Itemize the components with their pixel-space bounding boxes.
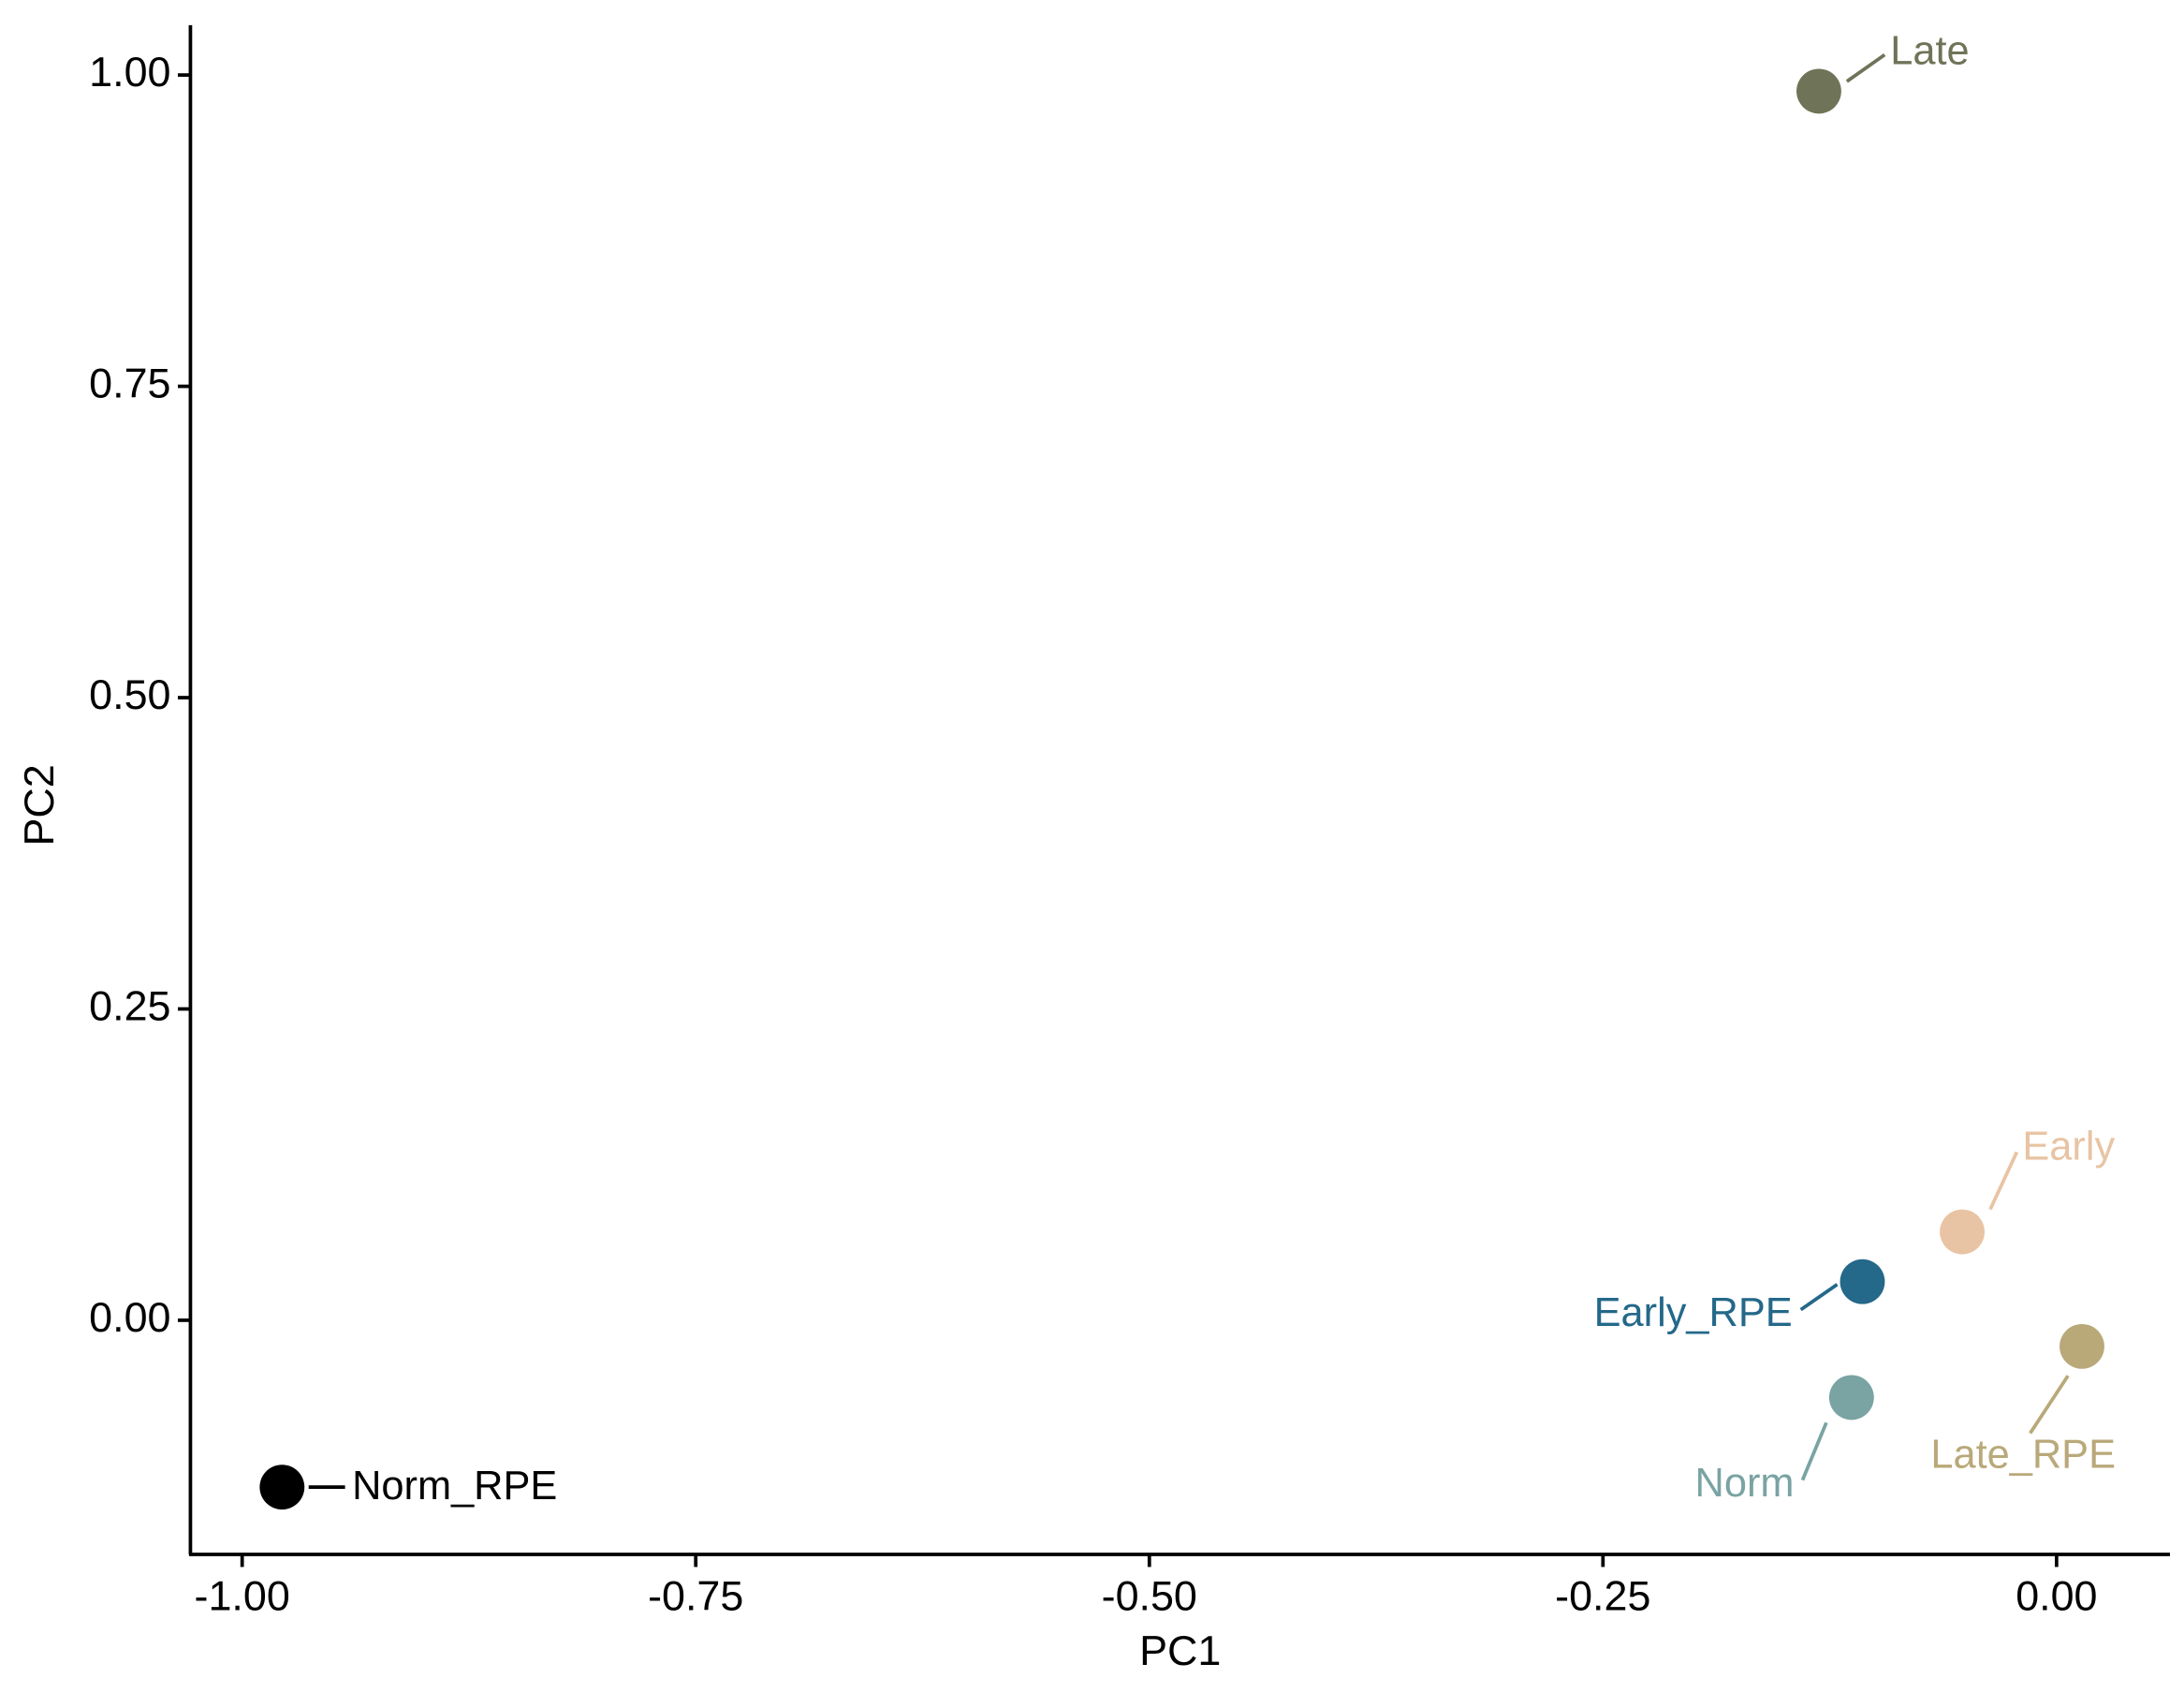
y-axis-title: PC2 [15, 764, 63, 846]
point [1840, 1259, 1885, 1304]
point [1940, 1209, 1986, 1255]
x-tick-label: 0.00 [2015, 1572, 2097, 1620]
label-leader [1799, 1283, 1839, 1312]
x-tick-label: -0.25 [1555, 1572, 1650, 1620]
y-tick-label: 0.50 [89, 670, 170, 718]
y-tick-label: 0.75 [89, 359, 170, 406]
y-tick-label: 0.00 [89, 1293, 170, 1341]
y-tick-label: 1.00 [89, 48, 170, 96]
point [259, 1465, 305, 1510]
x-tick-label: -0.50 [1102, 1572, 1197, 1620]
point [1796, 68, 1841, 114]
label-leader [1800, 1421, 1828, 1481]
label-leader [2029, 1375, 2070, 1435]
x-axis-title: PC1 [1139, 1627, 1221, 1674]
point-label: Early_RPE [1594, 1290, 1793, 1335]
point-label: Norm_RPE [352, 1464, 557, 1509]
point-label: Early [2022, 1125, 2115, 1170]
x-tick-label: -1.00 [195, 1572, 290, 1620]
point-label: Late [1890, 28, 1969, 73]
point [2059, 1323, 2104, 1369]
x-tick-label: -0.75 [648, 1572, 743, 1620]
point [1828, 1375, 1874, 1421]
label-leader [1988, 1151, 2019, 1211]
label-leader [1845, 52, 1886, 83]
point-label: Late_RPE [1930, 1432, 2116, 1477]
point-label: Norm [1695, 1461, 1795, 1506]
y-tick-label: 0.25 [89, 981, 170, 1029]
